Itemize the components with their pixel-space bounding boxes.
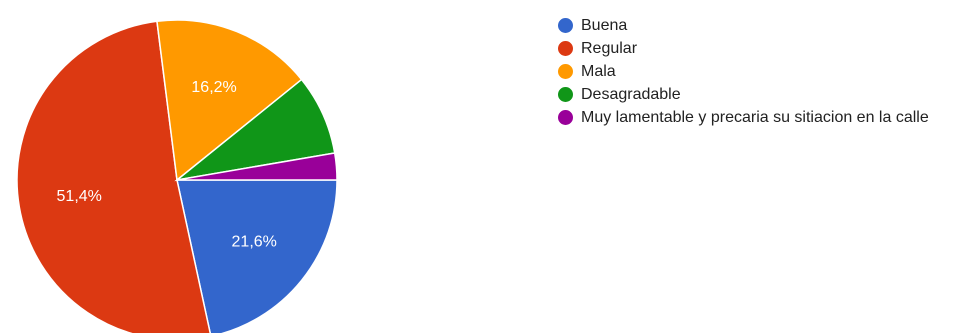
legend-label: Buena bbox=[581, 17, 628, 34]
legend-item[interactable]: Regular bbox=[558, 39, 959, 59]
slice-value-label: 16,2% bbox=[191, 79, 236, 96]
legend-label: Desagradable bbox=[581, 86, 681, 103]
pie-slice-regular[interactable] bbox=[16, 20, 211, 333]
pie-slice-muy[interactable] bbox=[176, 152, 338, 181]
legend-swatch bbox=[558, 18, 573, 33]
slice-value-label: 51,4% bbox=[57, 188, 102, 205]
slice-value-label: 21,6% bbox=[232, 233, 277, 250]
legend-label: Regular bbox=[581, 40, 638, 57]
legend-item[interactable]: Mala bbox=[558, 62, 959, 82]
legend-label: Mala bbox=[581, 63, 616, 80]
legend-swatch bbox=[558, 110, 573, 125]
pie-slice-mala[interactable] bbox=[156, 19, 303, 182]
legend-item[interactable]: Desagradable bbox=[558, 85, 959, 105]
legend-swatch bbox=[558, 87, 573, 102]
pie-slice-buena[interactable] bbox=[176, 179, 338, 333]
legend-swatch bbox=[558, 64, 573, 79]
legend-label: Muy lamentable y precaria su sitiacion e… bbox=[581, 109, 929, 126]
legend-item[interactable]: Muy lamentable y precaria su sitiacion e… bbox=[558, 108, 959, 128]
legend: Buena Regular Mala Desagradable Muy lamentab… bbox=[558, 16, 959, 131]
pie-chart: 21,6% 51,4% 16,2% bbox=[16, 19, 338, 333]
legend-swatch bbox=[558, 41, 573, 56]
legend-item[interactable]: Buena bbox=[558, 16, 959, 36]
